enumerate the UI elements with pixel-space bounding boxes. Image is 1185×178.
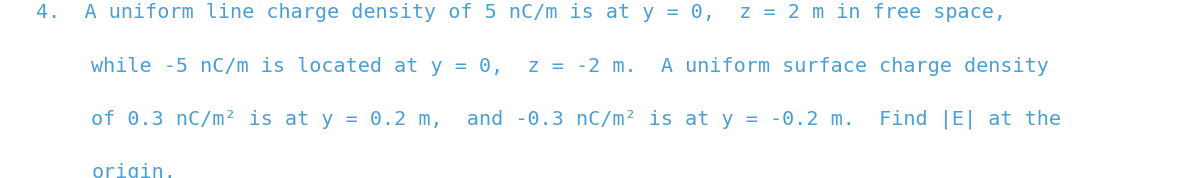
Text: while -5 nC/m is located at y = 0,  z = -2 m.  A uniform surface charge density: while -5 nC/m is located at y = 0, z = -…: [91, 57, 1049, 76]
Text: origin.: origin.: [91, 163, 177, 178]
Text: 4.  A uniform line charge density of 5 nC/m is at y = 0,  z = 2 m in free space,: 4. A uniform line charge density of 5 nC…: [36, 3, 1006, 22]
Text: of 0.3 nC/m² is at y = 0.2 m,  and -0.3 nC/m² is at y = -0.2 m.  Find |E| at the: of 0.3 nC/m² is at y = 0.2 m, and -0.3 n…: [91, 109, 1062, 129]
